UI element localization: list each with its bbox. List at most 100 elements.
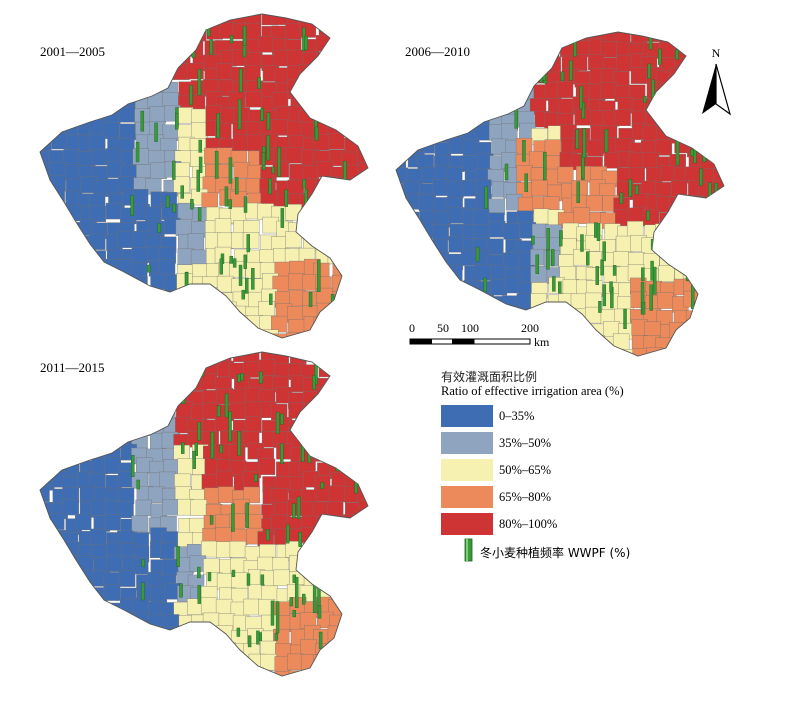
county-cell: [92, 656, 110, 674]
county-cell: [559, 333, 576, 350]
wwpf-bar: [260, 574, 265, 586]
county-cell: [345, 318, 363, 335]
county-cell: [714, 32, 724, 46]
county-cell: [448, 207, 465, 224]
wwpf-bar: [254, 474, 258, 482]
county-cell: [122, 616, 139, 634]
county-cell: [315, 330, 333, 338]
county-cell: [406, 349, 424, 356]
county-cell: [64, 65, 82, 82]
county-cell: [472, 85, 490, 102]
wwpf-bar: [648, 32, 653, 50]
county-cell: [271, 514, 288, 532]
county-cell: [65, 109, 82, 126]
county-cell: [327, 132, 345, 150]
county-cell: [61, 277, 78, 295]
county-cell: [230, 331, 248, 338]
county-cell: [159, 289, 176, 307]
county-cell: [396, 99, 409, 116]
wwpf-bar: [651, 79, 655, 101]
county-cell: [50, 390, 68, 408]
wwpf-bar: [237, 430, 241, 456]
county-cell: [463, 81, 480, 98]
county-cell: [407, 68, 425, 85]
county-cell: [93, 68, 111, 85]
wwpf-bar: [579, 86, 583, 110]
county-cell: [302, 403, 319, 420]
county-cell: [40, 433, 55, 451]
county-cell: [40, 417, 50, 435]
county-cell: [134, 36, 152, 53]
county-cell: [435, 83, 452, 101]
wwpf-bar: [197, 69, 202, 96]
county-cell: [355, 291, 368, 309]
county-cell: [201, 287, 218, 304]
county-cell: [436, 95, 454, 112]
wwpf-bar: [308, 292, 313, 307]
county-cell: [345, 81, 362, 98]
county-cell: [474, 264, 491, 281]
wwpf-bar: [647, 63, 651, 79]
county-cell: [449, 81, 466, 98]
county-cell: [711, 322, 724, 340]
county-cell: [40, 108, 55, 125]
county-cell: [355, 669, 368, 676]
county-cell: [51, 574, 69, 591]
county-cell: [340, 303, 358, 321]
county-cell: [102, 414, 120, 432]
wwpf-bar: [546, 249, 550, 270]
wwpf-bar: [141, 559, 145, 567]
county-cell: [273, 49, 291, 67]
county-cell: [150, 23, 167, 40]
county-cell: [244, 401, 261, 419]
county-cell: [671, 225, 688, 242]
wwpf-bar: [543, 152, 547, 181]
wwpf-bar: [344, 575, 348, 606]
county-cell: [356, 378, 368, 395]
county-cell: [148, 304, 165, 321]
county-cell: [134, 22, 151, 39]
county-cell: [344, 557, 361, 574]
county-cell: [233, 161, 250, 179]
county-cell: [317, 528, 334, 546]
county-cell: [91, 627, 108, 644]
wwpf-bar: [240, 373, 244, 381]
county-cell: [230, 305, 247, 323]
legend-swatch-80-100: [441, 513, 493, 535]
county-cell: [476, 58, 494, 75]
county-cell: [66, 601, 83, 618]
wwpf-bar: [326, 90, 331, 122]
wwpf-bar: [214, 151, 219, 179]
county-cell: [360, 35, 368, 52]
wwpf-bar: [551, 249, 555, 267]
county-cell: [118, 24, 136, 41]
county-cell: [104, 514, 121, 531]
wwpf-bar: [136, 479, 140, 490]
county-cell: [79, 329, 97, 338]
county-cell: [534, 41, 551, 59]
legend-label-80-100: 80%–100%: [499, 517, 558, 531]
county-cell: [702, 277, 719, 294]
wwpf-bar: [213, 294, 217, 312]
period-label-1: 2001—2005: [40, 44, 105, 59]
county-cell: [133, 14, 150, 28]
wwpf-bar: [207, 572, 212, 582]
county-cell: [102, 76, 120, 94]
wwpf-bar: [152, 69, 157, 78]
county-cell: [716, 196, 724, 214]
county-cell: [701, 266, 719, 284]
county-cell: [403, 211, 420, 229]
wwpf-bar: [246, 573, 251, 586]
county-cell: [40, 77, 51, 94]
county-cell: [40, 14, 50, 29]
county-cell: [533, 208, 551, 226]
wwpf-bar: [314, 396, 318, 422]
county-cell: [516, 165, 533, 182]
wwpf-bar: [219, 258, 223, 275]
wwpf-bar: [228, 199, 232, 209]
county-cell: [215, 527, 232, 544]
wwpf-bar: [224, 186, 229, 207]
county-cell: [711, 279, 724, 296]
county-cell: [48, 14, 65, 25]
county-cell: [396, 252, 410, 269]
